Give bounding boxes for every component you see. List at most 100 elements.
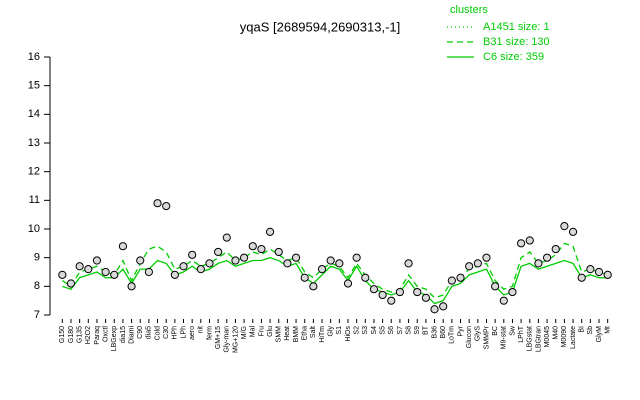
data-point bbox=[92, 256, 102, 265]
x-tick-label: Sb bbox=[587, 326, 594, 335]
data-point bbox=[499, 296, 508, 305]
x-tick-label: Salt bbox=[310, 326, 317, 338]
x-tick-label: HiTm bbox=[319, 326, 326, 343]
x-tick-label: aero bbox=[189, 326, 196, 340]
x-tick-label: S9 bbox=[414, 326, 421, 335]
data-point bbox=[291, 253, 301, 262]
data-point bbox=[101, 267, 110, 277]
x-tick-label: G180 bbox=[68, 326, 75, 343]
x-tick-label: S5 bbox=[379, 326, 386, 335]
y-tick-label: 9 bbox=[34, 252, 40, 264]
x-tick-label: Diami bbox=[128, 326, 135, 344]
x-tick-label: Pyr bbox=[457, 325, 464, 336]
data-point bbox=[447, 276, 456, 285]
x-tick-label: S3 bbox=[362, 326, 369, 335]
x-tick-label: S1 bbox=[336, 326, 343, 335]
x-tick-label: MG+120 bbox=[232, 326, 239, 353]
data-point bbox=[525, 236, 534, 245]
data-point bbox=[274, 247, 283, 257]
data-point bbox=[240, 253, 249, 262]
x-tick-label: C90 bbox=[137, 326, 144, 339]
data-point bbox=[603, 270, 612, 279]
cluster-line bbox=[61, 242, 608, 299]
y-tick-label: 13 bbox=[28, 137, 40, 149]
data-point bbox=[508, 287, 517, 297]
data-point bbox=[465, 262, 474, 271]
data-point bbox=[127, 282, 136, 291]
x-tick-label: H2O2 bbox=[85, 326, 92, 344]
x-tick-label: Sw bbox=[509, 325, 516, 336]
x-tick-label: LoTm bbox=[449, 326, 456, 344]
x-tick-label: M9-stat bbox=[501, 326, 508, 349]
y-tick-label: 12 bbox=[28, 166, 40, 178]
data-point bbox=[369, 285, 379, 294]
x-tick-label: dia5 bbox=[146, 326, 153, 339]
data-point bbox=[586, 265, 595, 274]
y-tick-label: 15 bbox=[28, 80, 40, 92]
x-tick-label: S8 bbox=[405, 326, 412, 335]
x-tick-label: Heat bbox=[284, 326, 291, 341]
y-tick-label: 7 bbox=[34, 309, 40, 321]
x-tick-label: S4 bbox=[371, 326, 378, 335]
x-tick-label: M0045 bbox=[544, 326, 551, 348]
data-point bbox=[534, 259, 543, 268]
data-point bbox=[118, 242, 128, 251]
x-tick-label: Fru bbox=[258, 326, 265, 337]
data-point bbox=[179, 262, 188, 271]
x-tick-label: dia15 bbox=[120, 326, 127, 343]
data-point bbox=[439, 302, 448, 311]
data-point bbox=[560, 222, 569, 231]
y-tick-label: 10 bbox=[28, 223, 40, 235]
x-tick-label: Glucon bbox=[466, 326, 473, 348]
x-tick-label: S6 bbox=[388, 326, 395, 335]
data-point bbox=[430, 305, 439, 314]
legend-title: clusters bbox=[450, 4, 488, 16]
x-tick-label: Mt bbox=[605, 326, 612, 334]
data-point bbox=[594, 267, 604, 277]
x-tick-label: LBGstat bbox=[527, 326, 534, 351]
x-tick-label: Gly-man bbox=[224, 326, 231, 353]
data-point bbox=[517, 239, 526, 248]
x-tick-label: G135 bbox=[76, 326, 83, 343]
x-tick-label: G150 bbox=[59, 326, 66, 343]
data-point bbox=[66, 279, 76, 288]
data-point bbox=[205, 259, 214, 268]
chart-title: yqaS [2689594,2690313,-1] bbox=[240, 19, 400, 34]
x-tick-label: Cold bbox=[154, 326, 161, 341]
x-tick-label: SMMPr bbox=[483, 325, 490, 349]
data-point bbox=[361, 273, 370, 282]
data-point bbox=[214, 247, 223, 257]
data-point bbox=[343, 279, 353, 288]
data-point bbox=[577, 273, 586, 282]
x-tick-label: M0090 bbox=[561, 326, 568, 348]
x-tick-label: Etha bbox=[302, 326, 309, 341]
data-point bbox=[75, 262, 84, 271]
x-tick-label: ferm bbox=[206, 326, 213, 340]
y-tick-label: 11 bbox=[29, 194, 40, 206]
data-point bbox=[317, 265, 327, 274]
data-point bbox=[196, 265, 205, 274]
x-tick-label: B36 bbox=[431, 326, 438, 339]
data-point bbox=[231, 256, 240, 265]
x-tick-label: Lactate bbox=[570, 326, 577, 349]
x-tick-label: BMM bbox=[293, 326, 300, 343]
x-tick-label: C30 bbox=[163, 326, 170, 339]
legend-label: B31 size: 130 bbox=[483, 36, 550, 48]
x-tick-label: S7 bbox=[397, 326, 404, 335]
data-point bbox=[58, 270, 67, 279]
y-tick-label: 8 bbox=[34, 280, 40, 292]
data-point bbox=[421, 293, 430, 302]
data-point bbox=[222, 233, 231, 242]
data-point bbox=[257, 244, 266, 254]
x-tick-label: HPh bbox=[172, 326, 179, 340]
data-point bbox=[378, 290, 387, 300]
data-point bbox=[283, 259, 292, 268]
x-tick-label: Paraq bbox=[94, 326, 101, 345]
data-point bbox=[542, 253, 552, 262]
data-point bbox=[473, 259, 482, 268]
data-point bbox=[300, 273, 309, 282]
x-tick-label: Gly bbox=[328, 326, 335, 337]
data-point bbox=[326, 256, 335, 265]
data-point bbox=[188, 250, 197, 259]
